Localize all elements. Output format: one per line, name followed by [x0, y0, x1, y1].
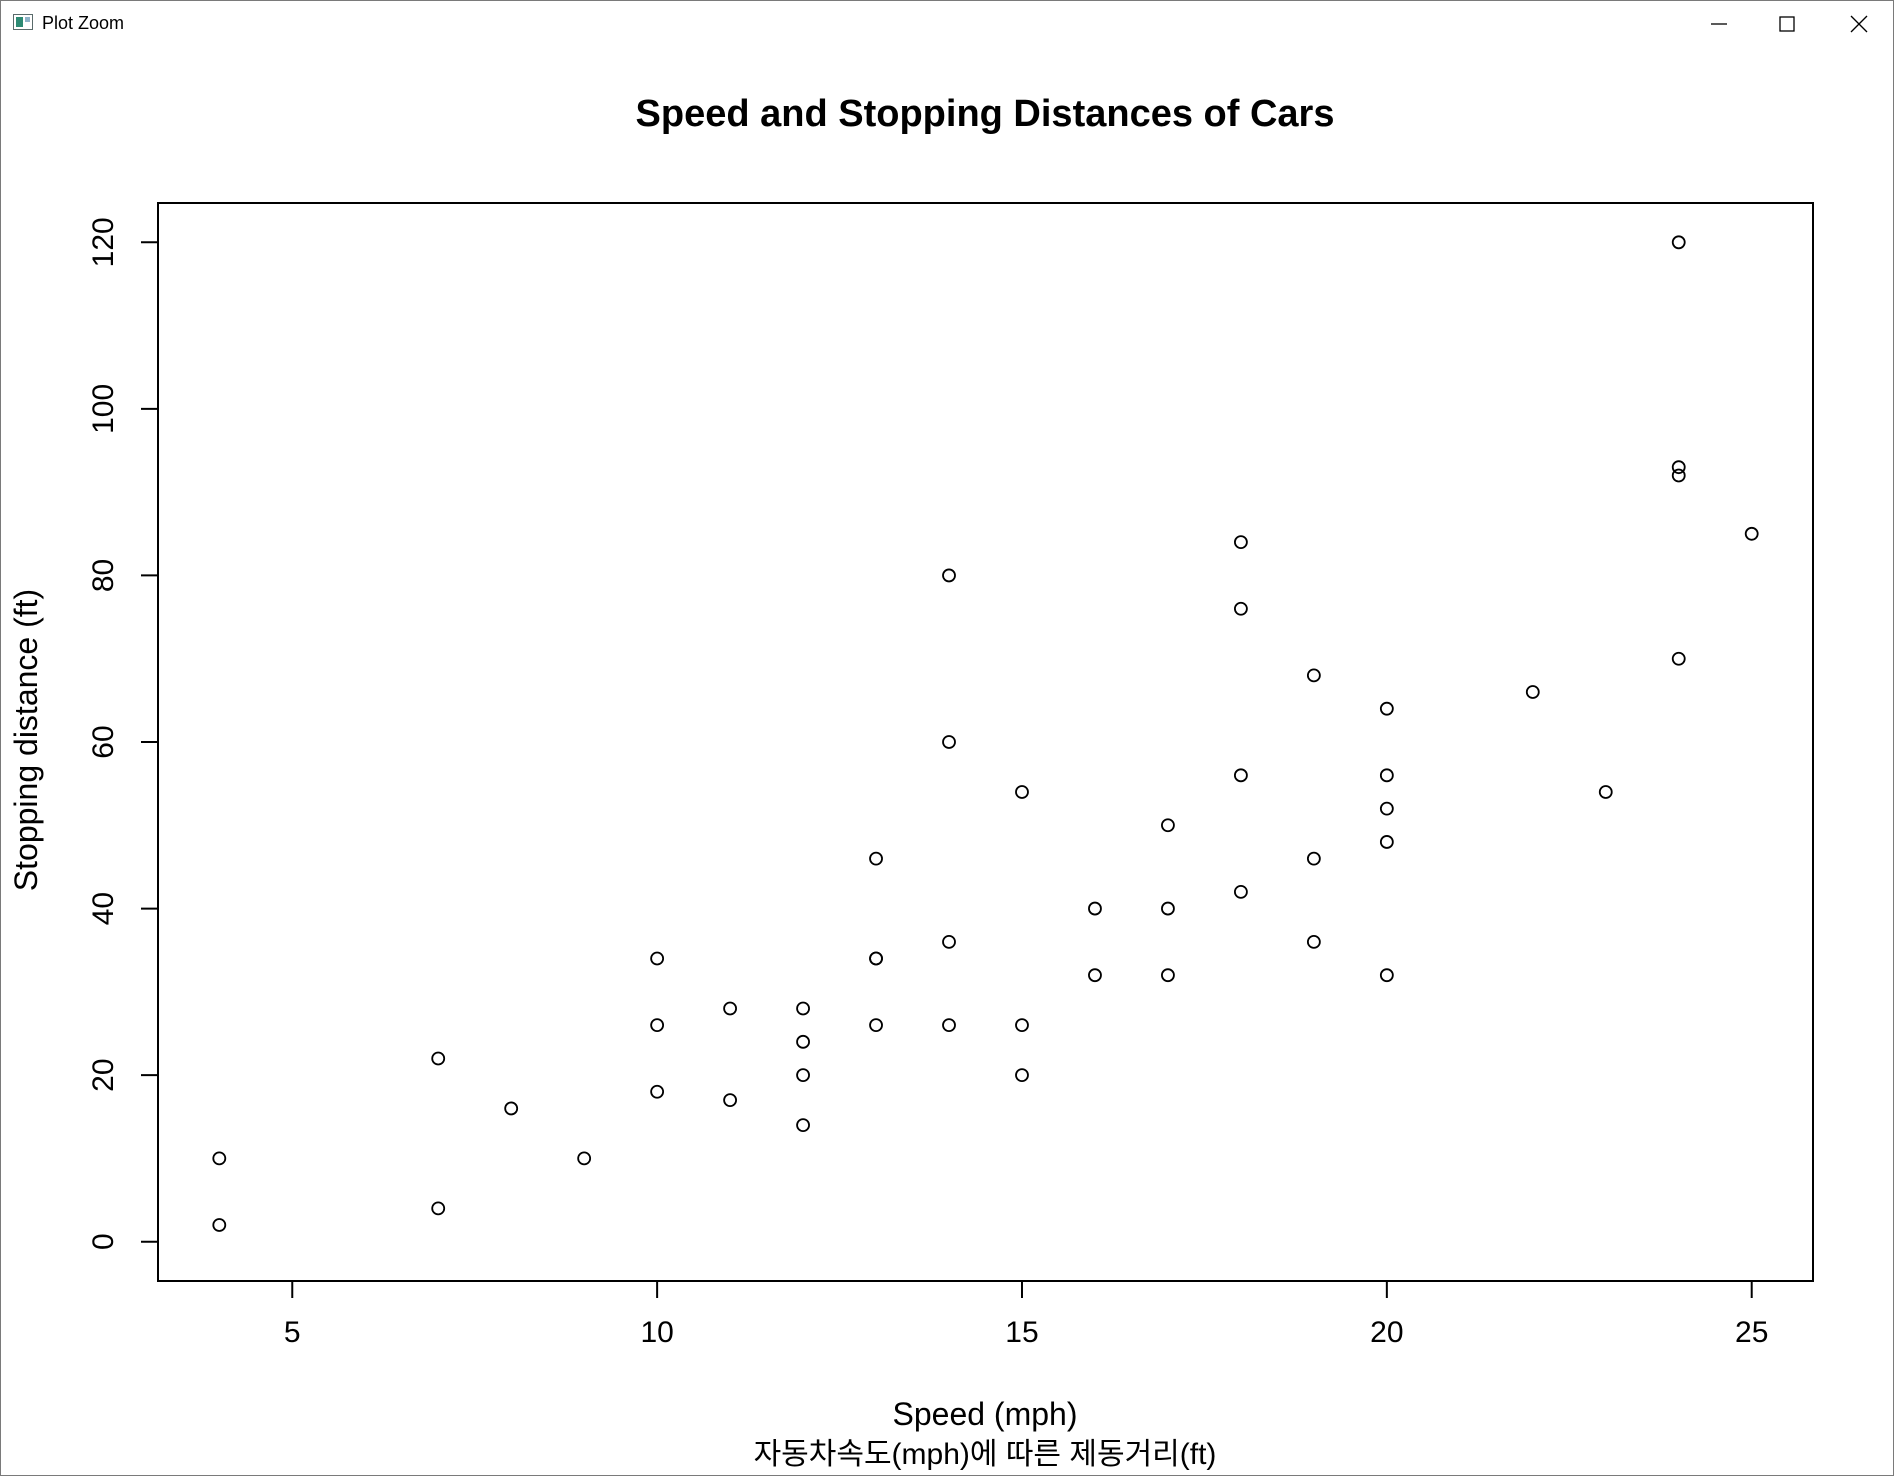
- data-point: [1088, 901, 1102, 916]
- chart-subtitle: 자동차속도(mph)에 따른 제동거리(ft): [754, 1438, 1217, 1471]
- data-point: [1161, 818, 1175, 833]
- data-points: [212, 235, 1759, 1232]
- y-tick-label: 120: [87, 217, 120, 267]
- y-tick-label: 0: [87, 1233, 120, 1250]
- minimize-button[interactable]: [1685, 1, 1753, 47]
- data-point: [1379, 801, 1394, 816]
- data-point: [1598, 785, 1613, 799]
- data-point: [869, 851, 883, 866]
- data-point: [1234, 885, 1248, 899]
- data-point: [1379, 768, 1394, 783]
- x-tick-label: 25: [1735, 1316, 1768, 1349]
- data-point: [796, 1068, 810, 1083]
- plot-area-border: [157, 202, 1814, 1282]
- plot-window-icon: [13, 14, 33, 30]
- data-point: [650, 1084, 665, 1099]
- x-tick-label: 15: [1005, 1316, 1038, 1349]
- data-point: [796, 1118, 810, 1132]
- data-point: [723, 1001, 737, 1016]
- data-point: [650, 1018, 665, 1033]
- data-point: [1306, 851, 1321, 866]
- data-point: [504, 1101, 519, 1116]
- data-point: [650, 951, 665, 966]
- data-point: [1234, 768, 1248, 783]
- data-point: [431, 1051, 446, 1066]
- data-point: [1306, 668, 1321, 683]
- data-point: [869, 1018, 883, 1033]
- y-tick-label: 80: [87, 559, 120, 592]
- data-point: [869, 951, 883, 966]
- chart-title: Speed and Stopping Distances of Cars: [636, 93, 1335, 135]
- x-axis: 5 10 15 20 25: [284, 1280, 1768, 1349]
- data-point: [212, 1151, 227, 1166]
- window-title: Plot Zoom: [42, 13, 125, 33]
- data-point: [431, 1201, 446, 1216]
- data-point: [1379, 835, 1394, 849]
- data-point: [1161, 968, 1175, 983]
- y-axis: 0 20 40 60 80 100 120: [87, 217, 159, 1250]
- y-axis-label: Stopping distance (ft): [8, 589, 44, 891]
- data-point: [577, 1151, 592, 1166]
- data-point: [1525, 685, 1540, 699]
- data-point: [212, 1218, 227, 1232]
- data-point: [1088, 968, 1102, 983]
- data-point: [942, 934, 956, 949]
- data-point: [796, 1034, 810, 1049]
- maximize-icon: [1779, 16, 1795, 32]
- close-icon: [1850, 15, 1868, 33]
- y-tick-label: 60: [87, 725, 120, 758]
- x-tick-label: 5: [284, 1316, 301, 1349]
- data-point: [1379, 701, 1394, 716]
- x-tick-label: 20: [1370, 1316, 1403, 1349]
- x-axis-label: Speed (mph): [893, 1396, 1078, 1432]
- y-tick-label: 40: [87, 892, 120, 925]
- y-tick-label: 20: [87, 1058, 120, 1091]
- data-point: [796, 1001, 810, 1016]
- close-button[interactable]: [1825, 1, 1893, 47]
- data-point: [1306, 934, 1321, 949]
- data-point: [1379, 968, 1394, 983]
- data-point: [1015, 1018, 1029, 1033]
- minimize-icon: [1711, 23, 1727, 25]
- data-point: [1234, 601, 1248, 616]
- data-point: [1671, 651, 1686, 666]
- scatter-plot: Speed and Stopping Distances of Cars 5 10…: [8, 93, 1814, 1471]
- maximize-button[interactable]: [1753, 1, 1821, 47]
- data-point: [1744, 526, 1759, 541]
- data-point: [1015, 785, 1029, 799]
- data-point: [942, 568, 956, 583]
- data-point: [942, 735, 956, 749]
- data-point: [1671, 468, 1686, 483]
- x-tick-label: 10: [640, 1316, 673, 1349]
- data-point: [1161, 901, 1175, 916]
- data-point: [942, 1018, 956, 1033]
- y-tick-label: 100: [87, 384, 120, 434]
- data-point: [1234, 535, 1248, 550]
- title-bar[interactable]: Plot Zoom: [1, 1, 1893, 47]
- data-point: [1015, 1068, 1029, 1083]
- data-point: [1671, 235, 1686, 250]
- data-point: [723, 1093, 737, 1108]
- data-point: [1671, 460, 1686, 475]
